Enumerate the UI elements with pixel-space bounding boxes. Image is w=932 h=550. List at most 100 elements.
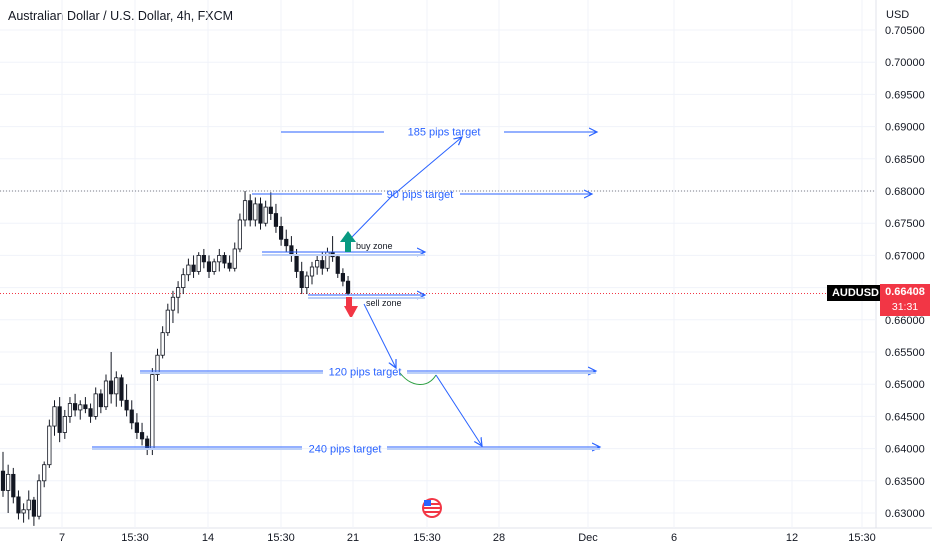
candle <box>315 255 320 275</box>
candle <box>284 229 289 253</box>
candle-body-up <box>52 406 57 427</box>
candle <box>42 461 47 488</box>
candle-body-up <box>150 374 155 450</box>
candle-body-up <box>309 266 315 277</box>
candle <box>294 248 299 278</box>
candle-body-up <box>103 380 109 408</box>
candle-body-up <box>263 206 268 224</box>
candle-body-down <box>31 499 37 517</box>
candle-body-up <box>36 480 42 517</box>
candle <box>181 268 186 295</box>
us-flag-event-icon[interactable] <box>422 498 442 518</box>
price-tick-label: 0.67000 <box>885 250 925 262</box>
candle <box>11 467 16 504</box>
target-120-label: 120 pips target <box>329 367 402 379</box>
buy-zone-label: buy zone <box>356 241 393 251</box>
time-tick-label: 6 <box>671 532 677 544</box>
candle-body-down <box>134 422 139 433</box>
candle-body-up <box>21 509 26 514</box>
candle-body-down <box>73 403 78 411</box>
candle <box>309 261 315 285</box>
candle-body-up <box>155 354 160 375</box>
candle <box>175 281 181 314</box>
candle-body-down <box>222 254 227 264</box>
candle <box>36 474 42 520</box>
candle-body-up <box>304 275 309 288</box>
candle-body-down <box>11 473 16 498</box>
time-tick-label: 15:30 <box>267 532 295 544</box>
candle-body-up <box>186 264 191 276</box>
candle <box>114 371 119 407</box>
candle-body-down <box>273 213 279 227</box>
time-tick-label: 15:30 <box>121 532 149 544</box>
candle <box>217 248 222 272</box>
symbol-badge[interactable]: AUDUSD <box>826 285 884 301</box>
buy-arrow-icon <box>340 231 356 252</box>
price-tick-label: 0.70000 <box>885 57 925 69</box>
candle <box>139 422 145 446</box>
candle-body-up <box>242 200 248 221</box>
candle-body-down <box>124 399 129 411</box>
candle <box>0 451 6 497</box>
price-tick-label: 0.63500 <box>885 476 925 488</box>
candle-body-down <box>109 380 114 395</box>
target-90-label: 90 pips target <box>387 189 454 201</box>
candle-body-up <box>42 464 47 482</box>
candle <box>109 352 114 404</box>
time-tick-label: 15:30 <box>848 532 876 544</box>
candle <box>273 203 279 233</box>
candle-body-up <box>165 309 170 334</box>
candle-body-down <box>16 496 21 514</box>
candle <box>145 435 150 456</box>
price-tick-label: 0.64000 <box>885 444 925 456</box>
candle <box>206 255 212 278</box>
candle <box>129 400 134 430</box>
candle-body-down <box>227 262 232 269</box>
candle <box>26 490 31 520</box>
candle-body-down <box>345 280 351 294</box>
candle-body-up <box>78 404 83 411</box>
candle <box>212 258 217 275</box>
price-tick-label: 0.67500 <box>885 218 925 230</box>
annotations: 185 pips target 90 pips target buy zone … <box>92 127 600 456</box>
candle-body-up <box>315 260 320 268</box>
candle-body-down <box>335 256 340 274</box>
candle <box>263 200 268 227</box>
price-tick-label: 0.68500 <box>885 154 925 166</box>
price-tick-label: 0.64500 <box>885 411 925 423</box>
current-price-badge[interactable]: 0.66408 31:31 <box>880 284 930 316</box>
time-tick-label: Dec <box>578 532 598 544</box>
candle <box>170 290 176 324</box>
bullish-projection-arrow <box>351 137 462 238</box>
bearish-projection-arrow-1 <box>363 303 396 368</box>
candle <box>57 397 62 443</box>
candle-body-down <box>284 238 289 247</box>
candle <box>345 276 351 296</box>
candle-body-down <box>129 409 134 424</box>
candle-body-up <box>62 415 67 433</box>
candle-body-down <box>201 254 206 263</box>
price-tick-label: 0.69000 <box>885 122 925 134</box>
time-tick-label: 28 <box>493 532 505 544</box>
candle-body-up <box>170 296 176 311</box>
candle <box>340 268 346 287</box>
price-tick-label: 0.68000 <box>885 186 925 198</box>
candle-body-up <box>26 499 31 511</box>
candle <box>150 368 155 456</box>
candlestick-series <box>0 191 351 526</box>
candle-body-down <box>268 206 273 214</box>
candle <box>222 252 227 269</box>
candle <box>325 247 330 272</box>
bearish-projection-arrow-2 <box>435 374 482 446</box>
candle-body-up <box>175 287 181 298</box>
candle-body-up <box>212 261 217 272</box>
candle-body-down <box>119 377 124 401</box>
candle <box>88 403 93 423</box>
candle <box>268 192 273 220</box>
candle-body-down <box>294 254 299 272</box>
candle <box>191 255 196 278</box>
candle-body-down <box>258 203 263 224</box>
candle <box>83 397 88 414</box>
candle-body-up <box>253 203 258 221</box>
